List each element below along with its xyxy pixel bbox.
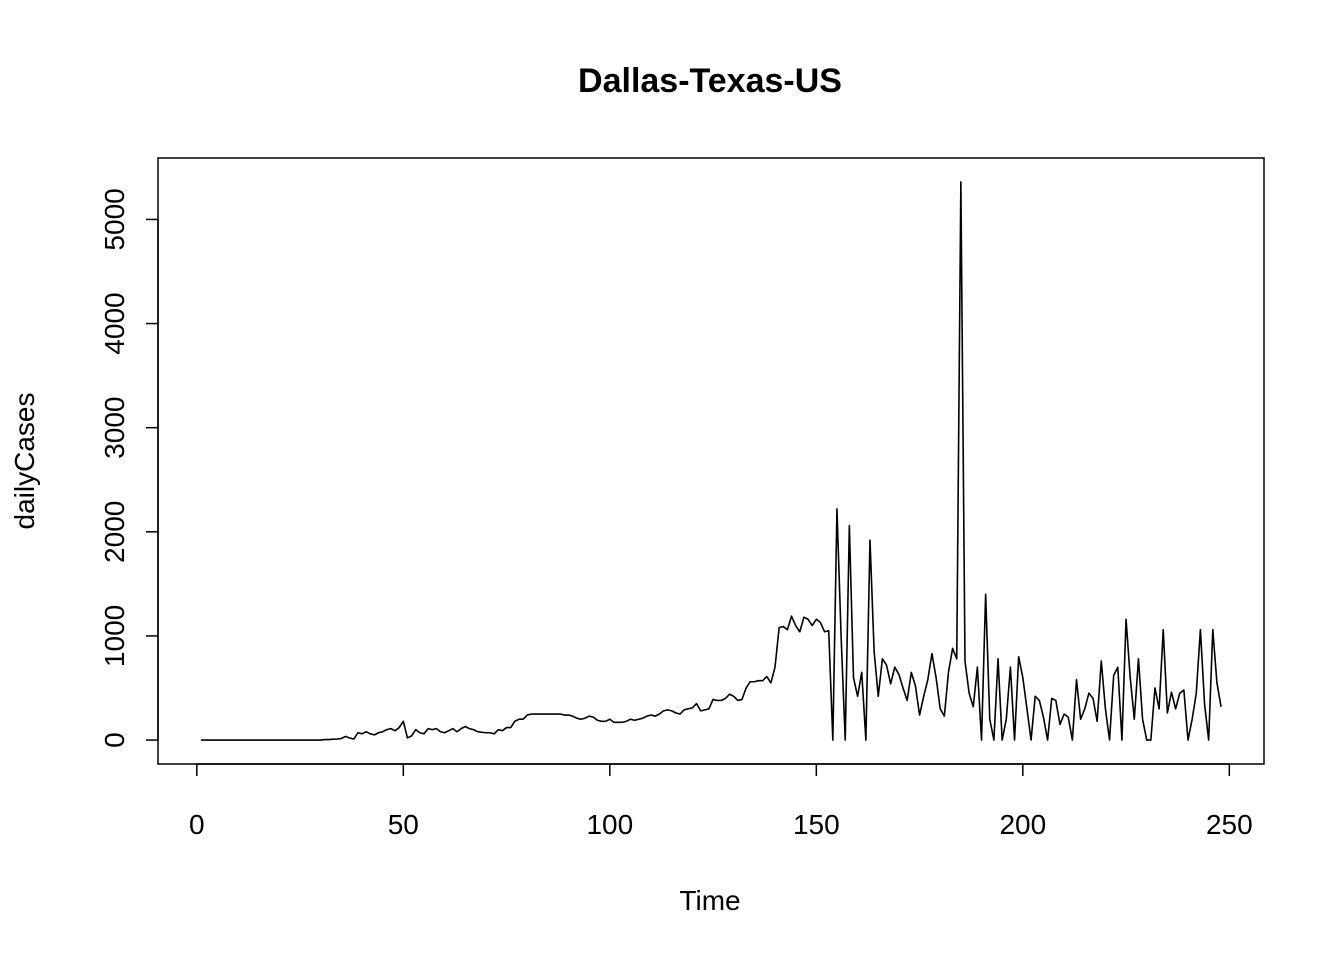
x-axis: 0 50 100 150 200 250 [189, 763, 1253, 840]
y-tick-label: 4000 [99, 292, 130, 354]
x-tick-label: 0 [189, 809, 205, 840]
y-axis-label: dailyCases [9, 393, 40, 530]
x-tick-label: 50 [388, 809, 419, 840]
x-tick-label: 100 [586, 809, 633, 840]
y-tick-label: 5000 [99, 188, 130, 250]
x-axis-label: Time [679, 885, 740, 916]
y-tick-label: 3000 [99, 397, 130, 459]
x-tick-label: 150 [793, 809, 840, 840]
y-tick-label: 1000 [99, 605, 130, 667]
y-tick-label: 0 [99, 732, 130, 748]
chart-title: Dallas-Texas-US [578, 62, 842, 100]
x-tick-label: 250 [1206, 809, 1253, 840]
y-tick-label: 2000 [99, 501, 130, 563]
plot-frame [157, 157, 1265, 765]
series-line [200, 181, 1222, 741]
x-tick-label: 200 [999, 809, 1046, 840]
y-axis: 0 1000 2000 3000 4000 5000 [99, 188, 159, 748]
